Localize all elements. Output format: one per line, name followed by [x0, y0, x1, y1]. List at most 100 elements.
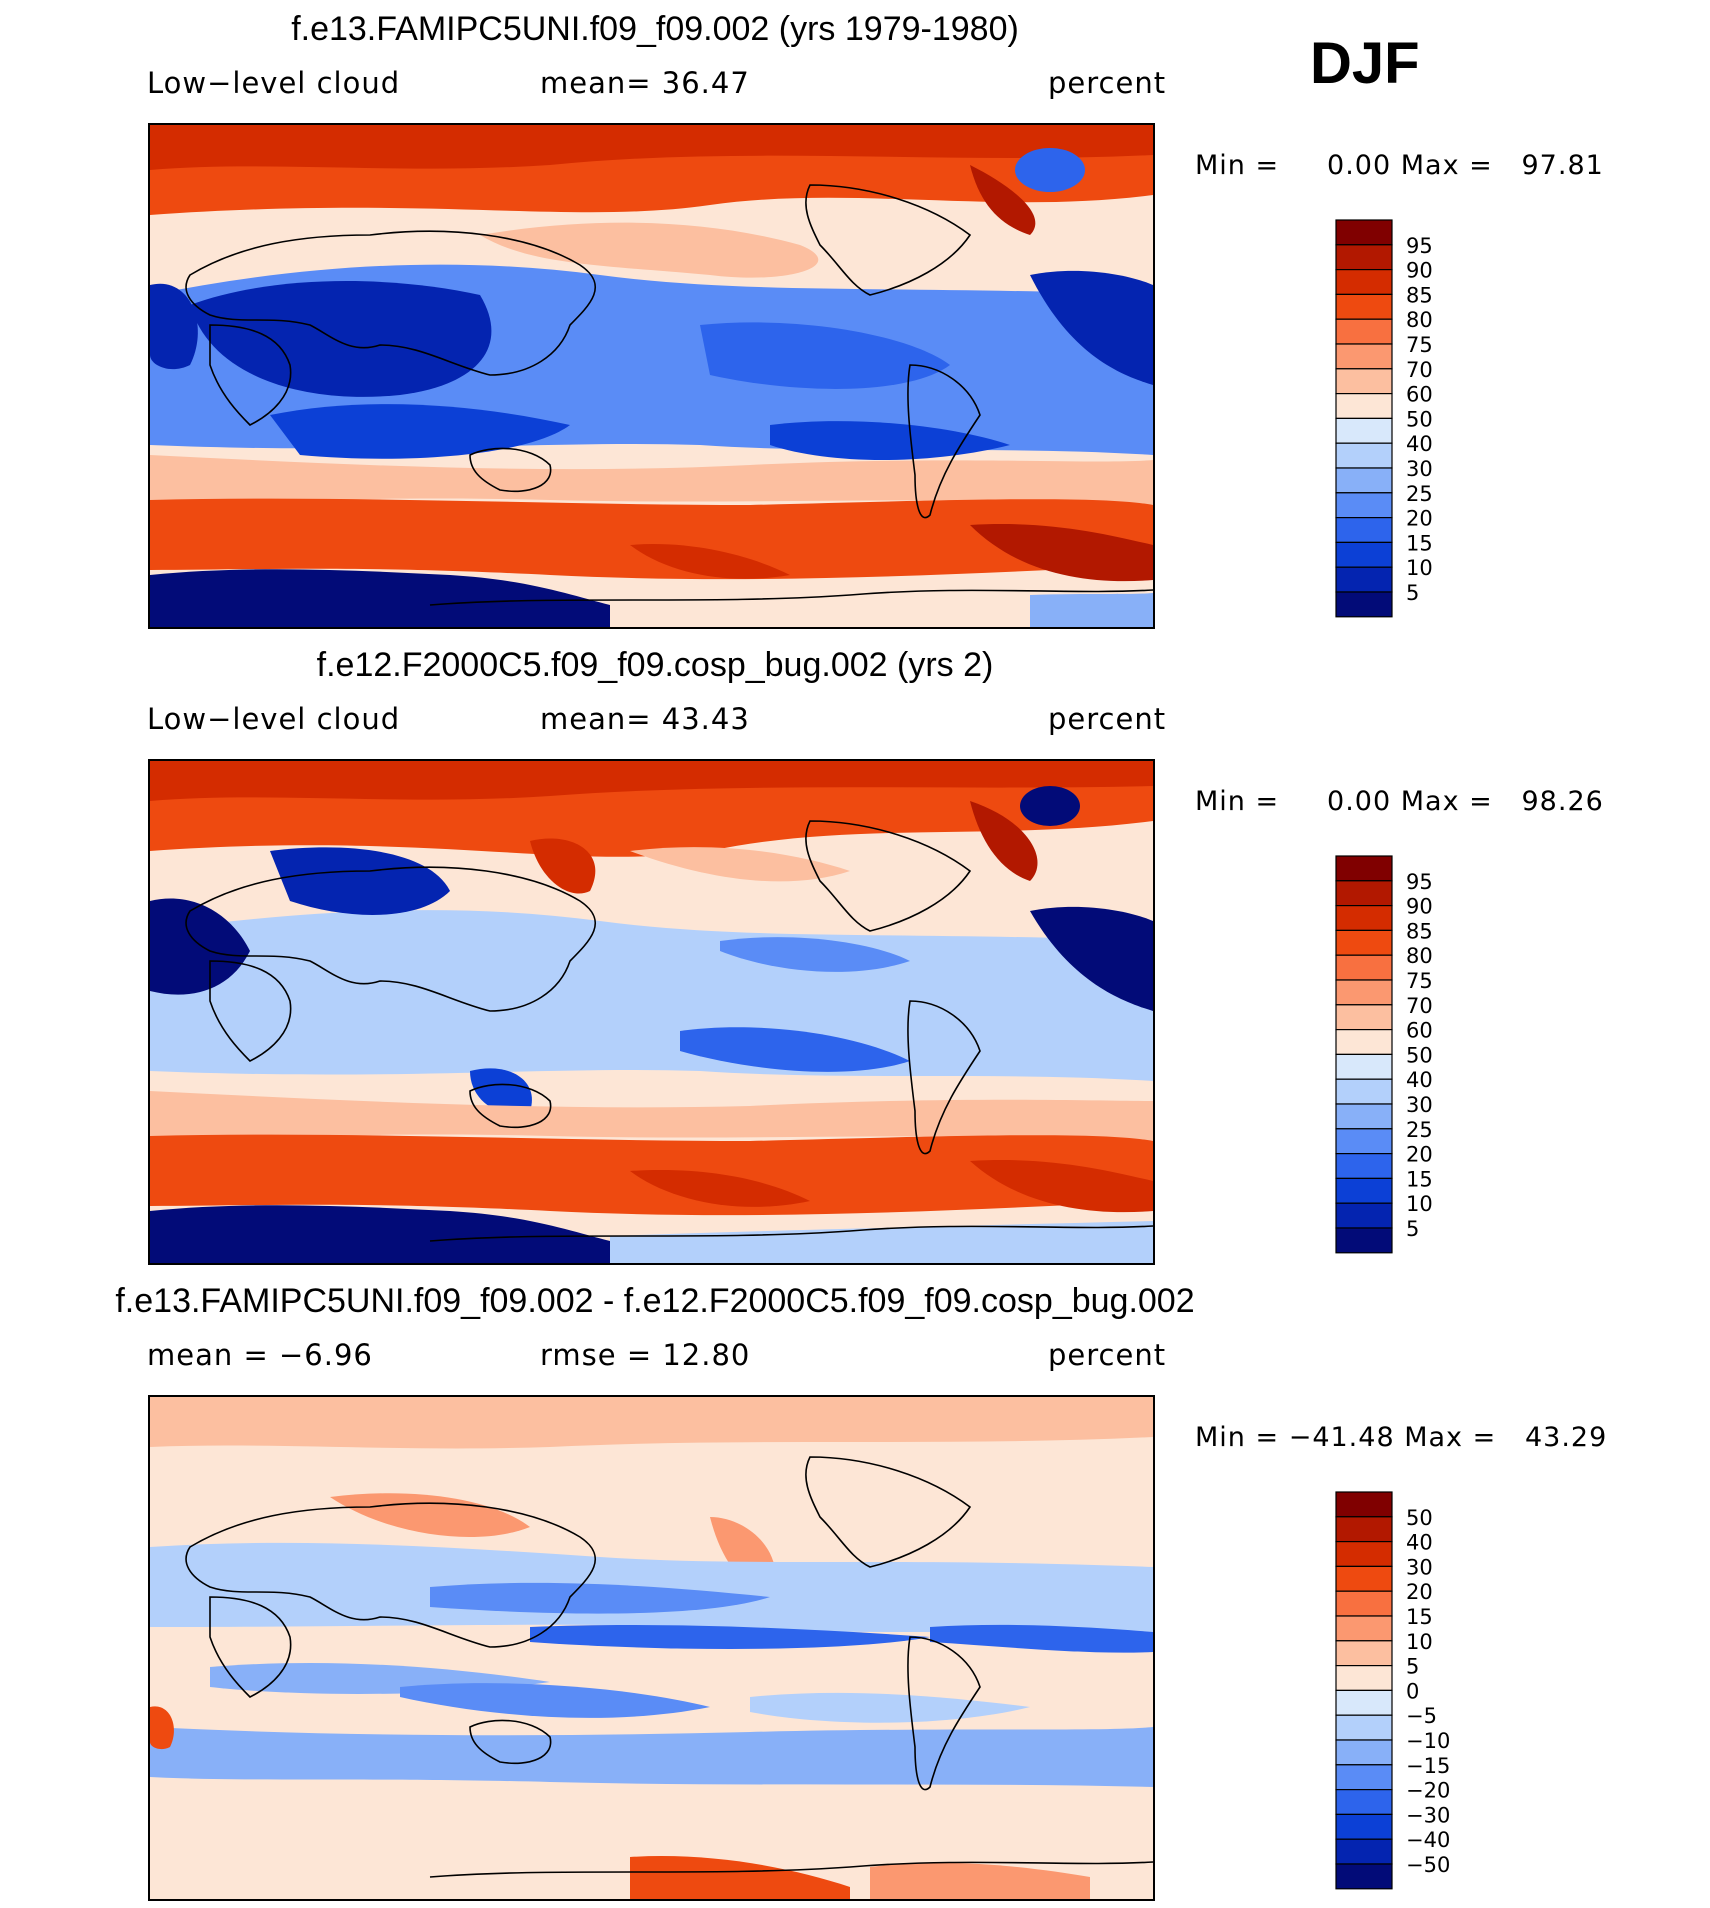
colorbar-swatch — [1335, 541, 1393, 568]
colorbar-tick-label: 20 — [1406, 507, 1433, 531]
colorbar-swatch — [1335, 1078, 1393, 1105]
panel-title: f.e13.FAMIPC5UNI.f09_f09.002 (yrs 1979-1… — [291, 10, 1019, 48]
colorbar-tick-label: 85 — [1406, 283, 1433, 307]
map-difference — [148, 1395, 1155, 1901]
colorbar-swatch — [1335, 1789, 1393, 1816]
colorbar-swatch — [1335, 219, 1393, 246]
colorbar-tick-label: 5 — [1406, 581, 1419, 605]
units-label: percent — [1048, 702, 1167, 736]
colorbar-tick-label: 10 — [1406, 1630, 1433, 1654]
mean-label: mean= 43.43 — [540, 702, 750, 736]
colorbar-tick-label: 50 — [1406, 1043, 1433, 1067]
colorbar-tick-label: 95 — [1406, 234, 1433, 258]
colorbar-swatch — [1335, 929, 1393, 956]
colorbar-tick-label: −50 — [1406, 1853, 1450, 1877]
colorbar-swatch — [1335, 268, 1393, 295]
colorbar-swatch — [1335, 492, 1393, 519]
colorbar-swatch — [1335, 1590, 1393, 1617]
colorbar-swatch — [1335, 293, 1393, 320]
colorbar-tick-label: 30 — [1406, 1555, 1433, 1579]
colorbar-swatch — [1335, 1004, 1393, 1031]
colorbar-tick-label: 50 — [1406, 1506, 1433, 1530]
colorbar: 95 90 85 80 75 70 60 50 40 30 25 20 15 10 5 — [1335, 855, 1496, 1256]
colorbar-swatch — [1335, 1838, 1393, 1865]
colorbar-swatch — [1335, 1565, 1393, 1592]
colorbar-tick-label: 70 — [1406, 358, 1433, 382]
colorbar-tick-label: 0 — [1406, 1679, 1419, 1703]
colorbar-tick-label: 75 — [1406, 333, 1433, 357]
colorbar-swatch — [1335, 979, 1393, 1006]
colorbar: 95 90 85 80 75 70 60 50 40 30 25 20 15 10 5 — [1335, 219, 1496, 620]
map-control — [148, 123, 1155, 629]
colorbar-tick-label: 40 — [1406, 1531, 1433, 1555]
colorbar-swatch — [1335, 1665, 1393, 1692]
colorbar-swatch — [1335, 954, 1393, 981]
colorbar-swatch — [1335, 318, 1393, 345]
colorbar-tick-label: 85 — [1406, 919, 1433, 943]
colorbar-swatch — [1335, 566, 1393, 593]
colorbar-swatch — [1335, 1813, 1393, 1840]
colorbar-swatch — [1335, 1202, 1393, 1229]
colorbar-tick-label: −20 — [1406, 1779, 1450, 1803]
colorbar-tick-label: 20 — [1406, 1143, 1433, 1167]
panel-difference: f.e13.FAMIPC5UNI.f09_f09.002 - f.e12.F20… — [0, 1272, 1710, 1908]
colorbar-swatch — [1335, 1615, 1393, 1642]
colorbar-tick-label: 75 — [1406, 969, 1433, 993]
colorbar-swatch — [1335, 1540, 1393, 1567]
colorbar-swatch — [1335, 343, 1393, 370]
mean-label: mean = −6.96 — [147, 1338, 373, 1372]
colorbar-swatch — [1335, 591, 1393, 618]
panel-title: f.e12.F2000C5.f09_f09.cosp_bug.002 (yrs … — [316, 646, 994, 684]
colorbar-swatch — [1335, 1689, 1393, 1716]
colorbar-swatch — [1335, 1764, 1393, 1791]
colorbar-tick-label: −30 — [1406, 1803, 1450, 1827]
colorbar-tick-label: −5 — [1406, 1704, 1437, 1728]
units-label: percent — [1048, 1338, 1167, 1372]
colorbar-swatch — [1335, 1227, 1393, 1254]
colorbar-tick-label: 10 — [1406, 556, 1433, 580]
colorbar-swatch — [1335, 517, 1393, 544]
colorbar-tick-label: 30 — [1406, 457, 1433, 481]
colorbar-swatch — [1335, 442, 1393, 469]
colorbar-tick-label: 20 — [1406, 1580, 1433, 1604]
colorbar: 50 40 30 20 15 10 5 0 −5 −10 −15 −20 −30 −40 −50 — [1335, 1491, 1496, 1892]
colorbar-swatch — [1335, 1029, 1393, 1056]
colorbar-tick-label: 30 — [1406, 1093, 1433, 1117]
map-test — [148, 759, 1155, 1265]
colorbar-tick-label: 25 — [1406, 1118, 1433, 1142]
colorbar-swatch — [1335, 467, 1393, 494]
colorbar-swatch — [1335, 904, 1393, 931]
min-max-label: Min = −41.48 Max = 43.29 — [1195, 1422, 1608, 1453]
colorbar-tick-label: 90 — [1406, 895, 1433, 919]
colorbar-swatch — [1335, 1640, 1393, 1667]
colorbar-tick-label: 60 — [1406, 383, 1433, 407]
colorbar-tick-label: 40 — [1406, 432, 1433, 456]
mean-label: mean= 36.47 — [540, 66, 750, 100]
colorbar-tick-label: 80 — [1406, 308, 1433, 332]
rmse-label: rmse = 12.80 — [540, 1338, 751, 1372]
colorbar-swatch — [1335, 1714, 1393, 1741]
map-canvas — [150, 761, 1153, 1263]
colorbar-swatch — [1335, 417, 1393, 444]
colorbar-tick-label: 15 — [1406, 531, 1433, 555]
colorbar-tick-label: 10 — [1406, 1192, 1433, 1216]
colorbar-swatch — [1335, 1177, 1393, 1204]
min-max-label: Min = 0.00 Max = 98.26 — [1195, 786, 1604, 817]
colorbar-swatch — [1335, 1103, 1393, 1130]
colorbar-swatch — [1335, 368, 1393, 395]
colorbar-tick-label: −40 — [1406, 1828, 1450, 1852]
colorbar-tick-label: 5 — [1406, 1217, 1419, 1241]
colorbar-swatch — [1335, 1739, 1393, 1766]
colorbar-tick-label: 90 — [1406, 259, 1433, 283]
colorbar-swatch — [1335, 1153, 1393, 1180]
colorbar-tick-label: 95 — [1406, 870, 1433, 894]
map-canvas — [150, 1397, 1153, 1899]
map-canvas — [150, 125, 1153, 627]
colorbar-tick-label: 25 — [1406, 482, 1433, 506]
colorbar-swatch — [1335, 855, 1393, 882]
season-label: DJF — [1310, 31, 1420, 96]
colorbar-tick-label: 5 — [1406, 1655, 1419, 1679]
panel-test: f.e12.F2000C5.f09_f09.cosp_bug.002 (yrs … — [0, 636, 1710, 1272]
